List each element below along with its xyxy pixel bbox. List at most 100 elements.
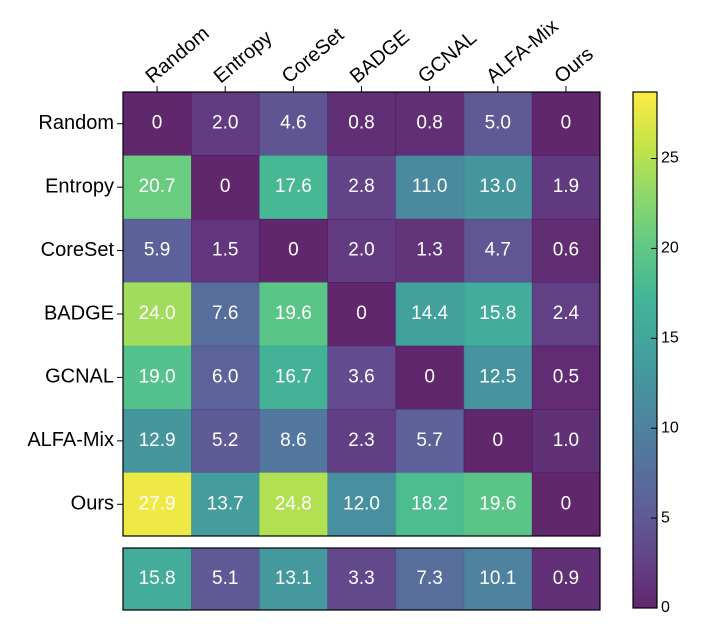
- cell-label: 0: [424, 366, 435, 387]
- heatmap-cell: [463, 472, 533, 537]
- cell-label: 15.8: [479, 303, 516, 324]
- y-tick-label: Random: [38, 112, 114, 134]
- heatmap-cell: [327, 218, 397, 283]
- colorbar-tick-label: 20: [661, 240, 679, 257]
- heatmap-cell: [395, 409, 465, 474]
- summary-label: 15.8: [139, 568, 176, 589]
- y-tick-label: CoreSet: [41, 239, 115, 261]
- heatmap-cell: [395, 92, 465, 156]
- cell-label: 16.7: [275, 366, 312, 387]
- cell-label: 5.2: [212, 430, 238, 451]
- cell-label: 0: [152, 113, 163, 134]
- heatmap-cell: [259, 92, 328, 156]
- cell-label: 19.6: [479, 493, 516, 514]
- colorbar-tick-label: 25: [661, 150, 679, 167]
- heatmap-cell: [395, 345, 465, 410]
- summary-cell: [327, 548, 397, 610]
- heatmap-cell: [463, 92, 533, 156]
- cell-label: 20.7: [139, 176, 176, 197]
- cell-label: 27.9: [139, 493, 176, 514]
- cell-label: 5.7: [416, 430, 442, 451]
- cell-label: 0: [492, 430, 503, 451]
- summary-label: 5.1: [212, 568, 238, 589]
- x-tick-label: Entropy: [210, 27, 277, 88]
- colorbar-tick-label: 0: [661, 599, 670, 616]
- cell-label: 1.5: [212, 240, 238, 261]
- heatmap-cell: [191, 345, 260, 410]
- colorbar-tick-label: 5: [661, 509, 670, 526]
- heatmap-cell: [463, 155, 533, 220]
- heatmap-cell: [327, 282, 397, 347]
- heatmap-cell: [531, 155, 601, 220]
- cell-label: 0.5: [553, 366, 579, 387]
- heatmap-cell: [259, 282, 328, 347]
- cell-label: 2.0: [348, 240, 374, 261]
- cell-label: 19.0: [139, 366, 176, 387]
- heatmap-cell: [259, 345, 328, 410]
- cell-label: 1.3: [416, 240, 442, 261]
- cell-label: 0.8: [348, 113, 374, 134]
- cell-label: 0.8: [416, 113, 442, 134]
- heatmap-cell: [123, 218, 192, 283]
- cell-label: 0: [356, 303, 367, 324]
- summary-label: 3.3: [348, 568, 374, 589]
- cell-label: 17.6: [275, 176, 312, 197]
- cell-label: 0: [561, 493, 572, 514]
- x-tick-label: ALFA-Mix: [482, 15, 563, 88]
- cell-label: 8.6: [280, 430, 306, 451]
- cell-label: 4.7: [485, 240, 511, 261]
- summary-label: 7.3: [416, 568, 442, 589]
- heatmap-cell: [531, 282, 601, 347]
- y-tick-label: BADGE: [44, 302, 114, 324]
- cell-label: 19.6: [275, 303, 312, 324]
- cell-label: 12.0: [343, 493, 380, 514]
- x-tick-label: Ours: [550, 43, 597, 88]
- cell-label: 24.8: [275, 493, 312, 514]
- heatmap-cell: [327, 92, 397, 156]
- heatmap-cell: [191, 218, 260, 283]
- cell-label: 0: [220, 176, 231, 197]
- heatmap-cell: [191, 282, 260, 347]
- summary-cell: [531, 548, 601, 610]
- y-tick-label: ALFA-Mix: [27, 429, 114, 451]
- heatmap-cell: [463, 218, 533, 283]
- heatmap-cell: [123, 409, 192, 474]
- y-tick-label: GCNAL: [45, 366, 114, 388]
- heatmap-cell: [259, 155, 328, 220]
- colorbar-tick-label: 10: [661, 419, 679, 436]
- heatmap-cell: [123, 282, 192, 347]
- heatmap-cell: [395, 155, 465, 220]
- heatmap-cell: [123, 155, 192, 220]
- heatmap-cell: [531, 409, 601, 474]
- cell-label: 2.4: [553, 303, 580, 324]
- y-tick-label: Entropy: [45, 175, 114, 197]
- heatmap-cell: [531, 345, 601, 410]
- heatmap-cell: [327, 409, 397, 474]
- summary-frame: [122, 547, 601, 611]
- heatmap-cell: [531, 218, 601, 283]
- cell-label: 13.7: [207, 493, 244, 514]
- x-tick-label: GCNAL: [414, 27, 481, 88]
- summary-cell: [463, 548, 533, 610]
- cell-label: 11.0: [412, 176, 448, 197]
- heatmap-cell: [259, 218, 328, 283]
- cell-label: 5.9: [144, 240, 170, 261]
- summary-label: 13.1: [275, 568, 312, 589]
- heatmap-cell: [259, 409, 328, 474]
- summary-cell: [259, 548, 328, 610]
- x-tick-label: BADGE: [346, 26, 414, 88]
- heatmap-cell: [463, 409, 533, 474]
- x-tick-label: CoreSet: [278, 24, 349, 88]
- summary-label: 0.9: [553, 568, 579, 589]
- heatmap-cell: [327, 472, 397, 537]
- cell-label: 0.6: [553, 240, 579, 261]
- colorbar-tick-label: 15: [661, 330, 679, 347]
- cell-label: 5.0: [485, 113, 511, 134]
- heatmap-cell: [463, 345, 533, 410]
- heatmap-cell: [191, 472, 260, 537]
- cell-label: 0: [288, 240, 299, 261]
- cell-label: 14.4: [411, 303, 448, 324]
- y-tick-label: Ours: [71, 493, 114, 515]
